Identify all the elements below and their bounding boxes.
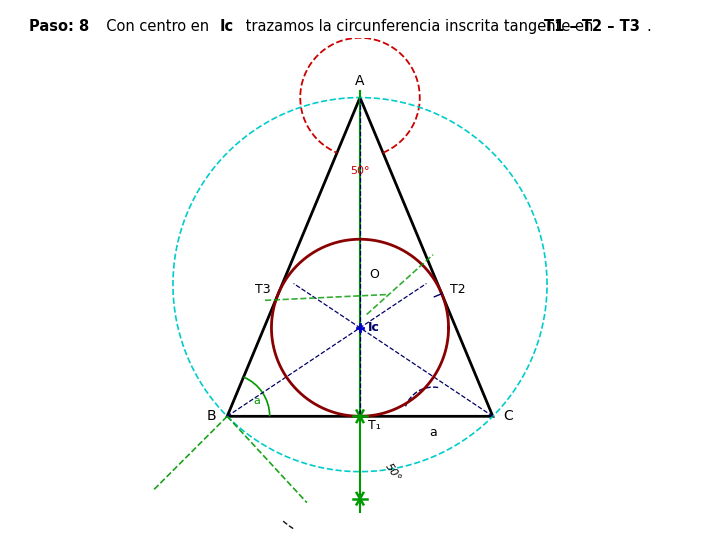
Text: T2: T2 xyxy=(450,284,465,296)
Text: 50°: 50° xyxy=(384,461,403,483)
Text: trazamos la circunferencia inscrita tangente en: trazamos la circunferencia inscrita tang… xyxy=(241,19,598,34)
Text: A: A xyxy=(355,75,365,88)
Text: T1 – T2 – T3: T1 – T2 – T3 xyxy=(544,19,639,34)
Text: Ic: Ic xyxy=(368,321,380,334)
Text: B: B xyxy=(207,409,217,423)
Text: T3: T3 xyxy=(255,284,270,296)
Text: Ic: Ic xyxy=(220,19,234,34)
Text: Con centro en: Con centro en xyxy=(97,19,214,34)
Text: T₁: T₁ xyxy=(368,419,381,432)
Text: Paso: 8: Paso: 8 xyxy=(29,19,89,34)
Text: O: O xyxy=(369,268,379,281)
Text: a: a xyxy=(429,426,437,438)
Text: 50°: 50° xyxy=(350,166,370,176)
Text: C: C xyxy=(503,409,513,423)
Text: a: a xyxy=(253,396,260,407)
Text: .: . xyxy=(647,19,652,34)
